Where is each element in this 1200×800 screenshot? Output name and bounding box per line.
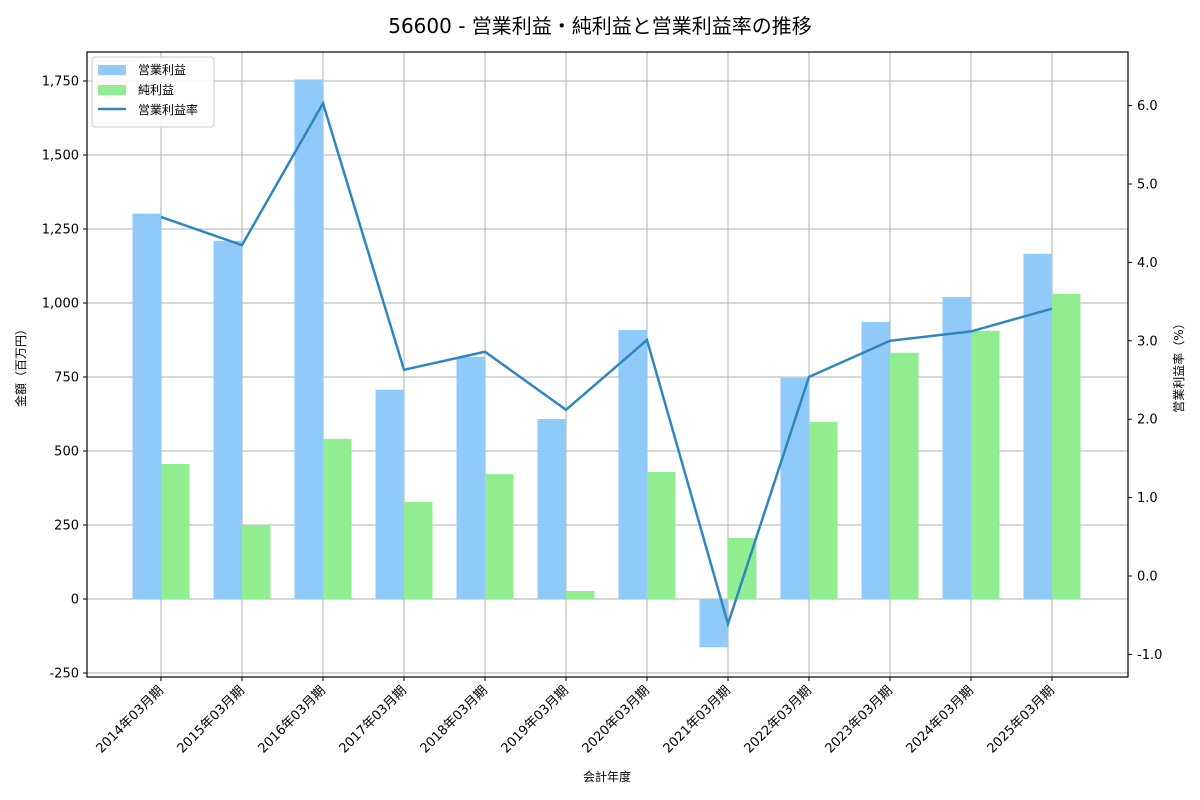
y-tick-label-right: 5.0 (1137, 178, 1158, 193)
x-tick-label: 2017年03月期 (337, 683, 410, 756)
x-tick-label: 2023年03月期 (823, 683, 896, 756)
x-tick-label: 2014年03月期 (94, 683, 167, 756)
y-tick-label-right: 3.0 (1137, 334, 1158, 349)
chart-title: 56600 - 営業利益・純利益と営業利益率の推移 (388, 14, 812, 38)
y-tick-label-left: 1,500 (42, 149, 79, 164)
x-tick-label: 2025年03月期 (985, 683, 1058, 756)
bar-net-profit (323, 438, 352, 599)
bar-net-profit (161, 464, 190, 599)
line-series (160, 100, 1053, 629)
y-tick-label-right: 1.0 (1137, 491, 1158, 506)
bar-net-profit (890, 352, 919, 599)
legend-label-operating-profit: 営業利益 (138, 63, 186, 77)
x-tick-label: 2024年03月期 (904, 683, 977, 756)
x-axis: 2014年03月期 2015年03月期 2016年03月期 2017年03月期 2018… (94, 677, 1058, 757)
y-tick-label-right: 0.0 (1137, 570, 1158, 585)
bar-net-profit (1052, 293, 1081, 599)
bar-net-profit (566, 591, 595, 599)
bar-operating-profit (942, 297, 971, 599)
x-tick-label: 2021年03月期 (661, 683, 734, 756)
bar-operating-profit (132, 213, 161, 599)
y-tick-label-left: -250 (49, 667, 79, 682)
bar-operating-profit (456, 356, 485, 599)
legend-swatch-net-profit (98, 85, 126, 95)
y-tick-label-left: 1,750 (42, 75, 79, 90)
x-tick-label: 2022年03月期 (742, 683, 815, 756)
x-tick-label: 2018年03月期 (418, 683, 491, 756)
bar-operating-profit (537, 419, 566, 599)
bar-net-profit (809, 421, 838, 599)
y-tick-label-right: -1.0 (1137, 648, 1162, 663)
legend-label-net-profit: 純利益 (138, 83, 174, 97)
bar-net-profit (485, 474, 514, 599)
y-tick-label-left: 1,250 (42, 223, 79, 238)
y-tick-label-left: 750 (54, 371, 79, 386)
bar-series (132, 79, 1081, 648)
bar-operating-profit (375, 389, 404, 599)
x-tick-label: 2019年03月期 (499, 683, 572, 756)
x-tick-label: 2016年03月期 (256, 683, 329, 756)
legend-label-operating-margin: 営業利益率 (138, 102, 198, 117)
y-axis-label-right: 営業利益率（%） (1171, 317, 1186, 412)
bar-net-profit (404, 501, 433, 599)
bar-net-profit (971, 330, 1000, 599)
bar-operating-profit (780, 377, 809, 599)
bar-operating-profit (1023, 253, 1052, 599)
line-operating-margin (160, 100, 1053, 629)
x-axis-label: 会計年度 (583, 769, 631, 784)
y-tick-label-left: 500 (54, 445, 79, 460)
y-axis-right: -1.0 0.0 1.0 2.0 3.0 4.0 5.0 6.0 (1128, 99, 1162, 663)
plot-frame (86, 51, 1129, 678)
legend-swatch-operating-profit (98, 65, 126, 75)
y-tick-label-right: 2.0 (1137, 413, 1158, 428)
y-axis-label-left: 金額（百万円） (13, 323, 28, 407)
y-tick-label-right: 6.0 (1137, 99, 1158, 114)
y-tick-label-left: 250 (54, 519, 79, 534)
bar-operating-profit (861, 321, 890, 599)
x-tick-label: 2020年03月期 (580, 683, 653, 756)
legend: 営業利益 純利益 営業利益率 (91, 56, 215, 128)
y-tick-label-left: 1,000 (42, 297, 79, 312)
y-tick-label-left: 0 (71, 593, 79, 608)
y-tick-label-right: 4.0 (1137, 256, 1158, 271)
y-axis-left: -250 0 250 500 750 1,000 1,250 1,500 1,750 (42, 75, 87, 682)
bar-operating-profit (618, 329, 647, 599)
bar-net-profit (647, 472, 676, 599)
bar-operating-profit (213, 240, 242, 599)
bar-net-profit (242, 525, 271, 599)
x-tick-label: 2015年03月期 (175, 683, 248, 756)
bar-operating-profit (294, 79, 323, 599)
